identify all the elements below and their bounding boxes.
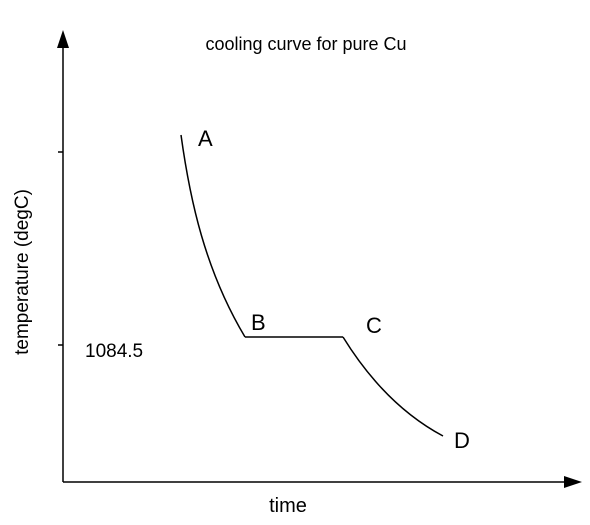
x-axis-label: time — [269, 495, 307, 517]
y-axis-label: temperature (degC) — [12, 189, 33, 355]
curve-segment-c-d — [342, 336, 444, 437]
curve-segment-a-b — [180, 134, 246, 338]
chart-title: cooling curve for pure Cu — [205, 34, 406, 54]
x-axis-arrow-icon — [564, 476, 582, 488]
point-label-c: C — [366, 313, 382, 338]
y-tick-label-1084: 1084.5 — [85, 341, 143, 362]
point-label-b: B — [251, 310, 266, 335]
point-label-a: A — [198, 126, 213, 151]
point-label-d: D — [454, 428, 470, 453]
y-axis-arrow-icon — [57, 30, 69, 48]
